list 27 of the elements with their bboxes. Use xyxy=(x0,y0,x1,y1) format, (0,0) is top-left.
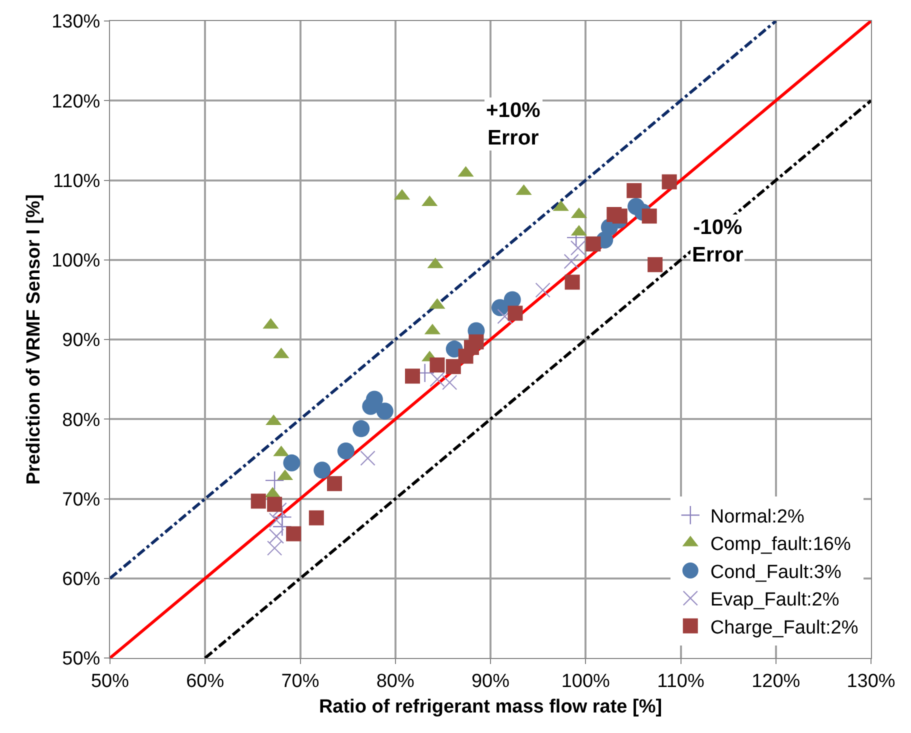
legend-label: Cond_Fault:3% xyxy=(710,562,842,583)
x-tick-label: 120% xyxy=(752,670,800,692)
x-tick-label: 70% xyxy=(281,670,320,692)
y-tick-label: 130% xyxy=(52,12,100,33)
y-tick-label: 60% xyxy=(62,569,100,590)
x-tick-label: 60% xyxy=(186,670,224,692)
annotation: -10% Error xyxy=(692,216,744,266)
legend-label: Normal:2% xyxy=(710,506,804,528)
x-tick-label: 50% xyxy=(90,670,130,692)
y-tick-label: 120% xyxy=(52,91,100,112)
x-tick-label: 130% xyxy=(846,670,896,692)
y-tick-label: 110% xyxy=(53,170,100,192)
y-axis-title: Prediction of VRMF Sensor I [%] xyxy=(23,194,44,485)
legend-label: Charge_Fault:2% xyxy=(710,617,858,638)
y-tick-label: 100% xyxy=(52,250,100,272)
y-tick-label: 50% xyxy=(62,648,100,670)
x-tick-label: 110% xyxy=(657,670,704,692)
legend-label: Comp_fault:16% xyxy=(710,534,851,556)
annotation: +10% Error xyxy=(486,99,541,150)
y-tick-label: 90% xyxy=(62,330,100,352)
x-tick-label: 100% xyxy=(561,670,610,692)
y-tick-label: 80% xyxy=(62,410,100,431)
y-tick-label: 70% xyxy=(62,489,100,510)
x-tick-label: 90% xyxy=(471,670,510,692)
x-tick-label: 80% xyxy=(376,670,414,692)
legend-label: Evap_Fault:2% xyxy=(710,590,840,611)
x-axis-title: Ratio of refrigerant mass flow rate [%] xyxy=(318,696,662,718)
